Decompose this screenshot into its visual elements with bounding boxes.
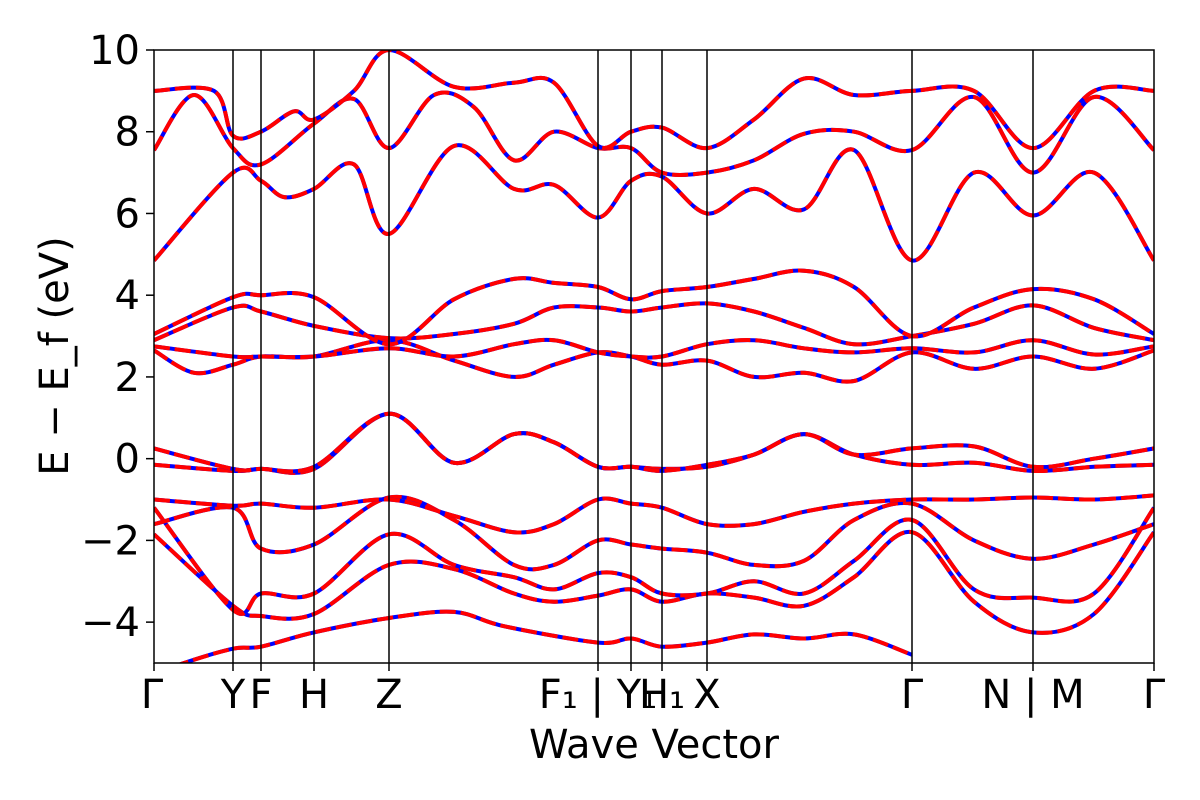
x-tick-label: Y xyxy=(220,672,246,718)
y-tick-label: −4 xyxy=(81,600,140,646)
band-line-dashed xyxy=(154,530,1154,635)
bands-layer xyxy=(154,50,1154,663)
band-line-dashed xyxy=(154,90,1154,177)
y-tick-label: 10 xyxy=(89,28,140,74)
band-line-solid xyxy=(154,411,1154,474)
band-line-solid xyxy=(154,143,1154,263)
y-axis-title: E − E_f (eV) xyxy=(32,236,78,475)
band-line-dashed xyxy=(154,143,1154,263)
band-line-dashed xyxy=(177,609,913,663)
band-line-dashed xyxy=(154,301,1154,347)
band-line-solid xyxy=(154,411,1154,475)
band-line-dashed xyxy=(154,337,1154,360)
band-line-solid xyxy=(154,337,1154,360)
y-tick-label: 8 xyxy=(115,110,140,156)
plot-frame xyxy=(153,49,1155,664)
x-tick-label: H xyxy=(299,672,329,718)
x-tick-label: H₁ xyxy=(639,672,685,718)
x-axis-title: Wave Vector xyxy=(529,722,780,768)
x-tick-label: Γ xyxy=(901,672,924,718)
x-tick-label: Z xyxy=(375,672,402,718)
y-tick-label: 2 xyxy=(115,355,140,401)
x-tick-label: N | M xyxy=(981,672,1084,718)
x-tick-label: F₁ | Y₁ xyxy=(539,672,657,718)
x-tick-label: Γ xyxy=(1143,672,1166,718)
band-line-dashed xyxy=(154,493,1154,535)
x-tick-label: Γ xyxy=(141,672,164,718)
kpoint-lines xyxy=(232,50,1034,663)
x-tick-label: F xyxy=(249,672,272,718)
band-line-dashed xyxy=(154,50,1154,151)
y-tick-label: 4 xyxy=(115,273,140,319)
band-line-dashed xyxy=(154,494,1154,572)
y-axis: −4 −2 0 2 4 6 8 10 xyxy=(81,28,154,646)
x-tick-label: X xyxy=(693,672,720,718)
band-line-dashed xyxy=(154,411,1154,475)
y-tick-label: 0 xyxy=(115,437,140,483)
y-tick-label: 6 xyxy=(115,191,140,237)
band-line-dashed xyxy=(154,411,1154,474)
band-line-solid xyxy=(154,493,1154,535)
band-line-dashed xyxy=(154,268,1154,347)
y-tick-label: −2 xyxy=(81,518,140,564)
